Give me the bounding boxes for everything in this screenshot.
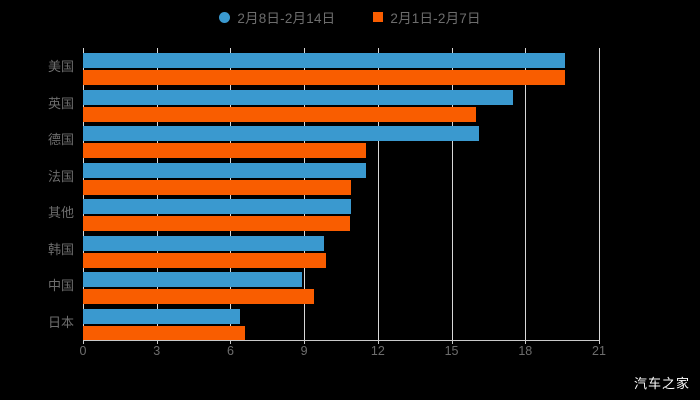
- bar-法国-series-2: [83, 179, 351, 195]
- legend-label-series-2: 2月1日-2月7日: [390, 11, 481, 26]
- chart-row: [83, 53, 599, 85]
- x-tick-label-3: 3: [153, 344, 161, 358]
- bar-英国-series-1: [83, 89, 513, 105]
- chart-legend: 2月8日-2月14日 2月1日-2月7日: [0, 7, 700, 27]
- bar-法国-series-1: [83, 162, 366, 178]
- y-axis-label-英国: 英国: [47, 95, 74, 111]
- bar-其他-series-1: [83, 199, 351, 214]
- watermark: 汽车之家: [633, 376, 690, 391]
- legend-label-series-1: 2月8日-2月14日: [237, 11, 336, 26]
- x-tick-label-18: 18: [518, 344, 533, 358]
- chart-row: [83, 162, 599, 195]
- x-tick-label-9: 9: [300, 344, 308, 358]
- bar-德国-series-2: [83, 143, 366, 158]
- x-tick-label-21: 21: [592, 344, 606, 358]
- y-axis-label-美国: 美国: [47, 59, 74, 74]
- x-tick-mark-6: [230, 340, 232, 344]
- chart-row: [83, 89, 599, 122]
- chart-row: [83, 126, 599, 158]
- bar-日本-series-2: [83, 325, 246, 341]
- x-tick-mark-18: [525, 340, 527, 344]
- bar-其他-series-2: [83, 216, 350, 231]
- legend-marker-circle-icon: [219, 11, 231, 23]
- x-tick-label-12: 12: [370, 344, 385, 358]
- chart-row: [83, 308, 599, 341]
- chart-row: [83, 235, 599, 268]
- bar-日本-series-1: [83, 308, 241, 324]
- x-tick-label-15: 15: [444, 344, 459, 358]
- x-tick-label-6: 6: [226, 344, 234, 358]
- x-tick-mark-21: [599, 340, 600, 344]
- gridline-18: [525, 48, 527, 340]
- x-tick-label-0: 0: [79, 344, 87, 358]
- x-tick-mark-15: [451, 340, 453, 344]
- x-tick-mark-12: [377, 340, 379, 344]
- gridline-15: [451, 48, 453, 340]
- chart-plot-area: [83, 48, 600, 341]
- bar-中国-series-2: [83, 289, 314, 304]
- legend-item-series-1: 2月8日-2月14日: [219, 7, 335, 27]
- chart-row: [83, 199, 599, 231]
- bar-美国-series-1: [83, 53, 565, 68]
- y-axis-label-日本: 日本: [47, 314, 74, 330]
- bar-韩国-series-1: [83, 235, 324, 251]
- gridline-21: [599, 48, 600, 340]
- bar-英国-series-2: [83, 106, 477, 122]
- bar-美国-series-2: [83, 70, 565, 85]
- y-axis-label-韩国: 韩国: [47, 241, 74, 257]
- legend-item-series-2: 2月1日-2月7日: [373, 7, 480, 27]
- x-axis-labels: 0 3 6 9 12 15 18 21: [0, 344, 700, 362]
- chart-row: [83, 272, 599, 304]
- x-tick-mark-0: [83, 340, 84, 344]
- bar-德国-series-1: [83, 126, 479, 141]
- gridline-12: [377, 48, 379, 340]
- legend-marker-square-icon: [373, 12, 384, 22]
- x-tick-mark-9: [304, 340, 306, 344]
- y-axis-label-其他: 其他: [47, 205, 74, 220]
- y-axis-labels: 美国英国德国法国其他韩国中国日本: [0, 48, 74, 340]
- y-axis-label-德国: 德国: [47, 132, 74, 147]
- y-axis-label-法国: 法国: [47, 168, 74, 184]
- y-axis-label-中国: 中国: [47, 278, 74, 293]
- x-axis-line: [83, 340, 600, 341]
- bar-中国-series-1: [83, 272, 302, 287]
- x-tick-mark-3: [156, 340, 158, 344]
- bar-韩国-series-2: [83, 252, 327, 268]
